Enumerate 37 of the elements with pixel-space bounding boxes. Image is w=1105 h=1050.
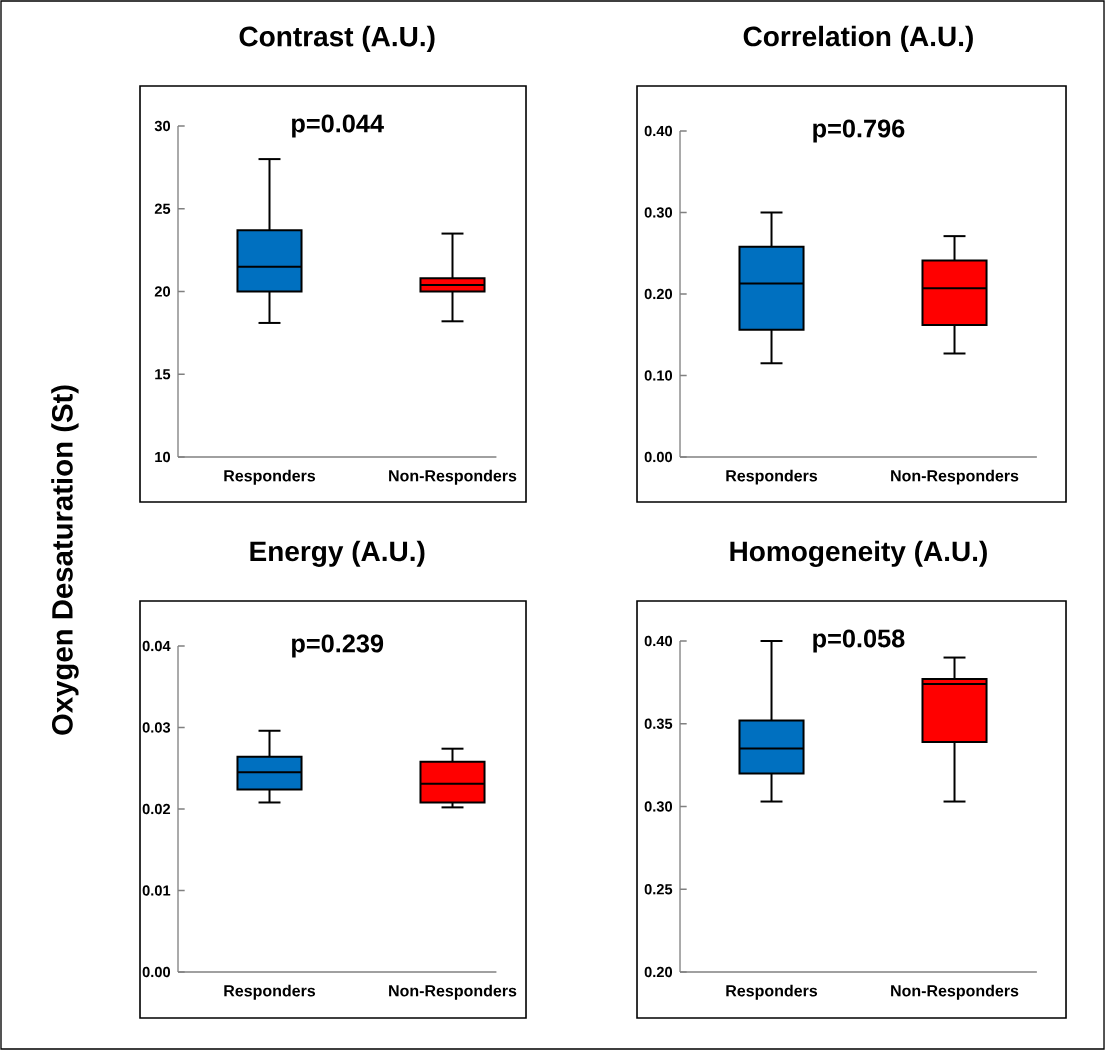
- y-tick-label: 0.20: [644, 288, 673, 300]
- y-axis-title: Oxygen Desaturation (St): [51, 385, 79, 735]
- y-tick-label: 30: [154, 120, 171, 132]
- y-tick-label: 0.00: [644, 451, 673, 463]
- y-tick-label: 15: [155, 369, 171, 380]
- chart-title: Contrast (A.U.): [239, 25, 435, 52]
- x-tick-label: Non-Responders: [389, 469, 517, 485]
- y-tick-label: 0.01: [142, 885, 171, 896]
- x-tick-label: Responders: [726, 984, 818, 1000]
- y-tick-label: 0.30: [644, 801, 673, 812]
- x-tick-label: Non-Responders: [891, 469, 1019, 485]
- x-tick-label: Non-Responders: [389, 984, 517, 1000]
- y-tick-label: 0.04: [142, 640, 171, 652]
- x-tick-label: Responders: [726, 469, 818, 485]
- y-tick-label: 0.10: [644, 370, 673, 381]
- y-tick-label: 0.02: [142, 803, 171, 815]
- y-tick-label: 0.35: [644, 718, 673, 729]
- y-tick-label: 0.40: [644, 125, 673, 137]
- y-tick-label: 0.20: [644, 966, 673, 978]
- y-tick-label: 25: [154, 203, 171, 214]
- x-tick-label: Responders: [224, 469, 316, 485]
- annotation: p=0.058: [813, 629, 905, 653]
- y-tick-label: 10: [155, 451, 171, 463]
- annotation: p=0.239: [292, 634, 384, 658]
- y-tick-label: 0.30: [644, 207, 673, 218]
- y-tick-label: 20: [154, 286, 171, 297]
- y-tick-label: 0.00: [142, 966, 171, 978]
- y-tick-label: 0.25: [644, 884, 673, 895]
- x-tick-label: Responders: [224, 984, 316, 1000]
- chart-title: Correlation (A.U.): [743, 25, 973, 52]
- x-tick-label: Non-Responders: [891, 984, 1019, 1000]
- annotation: p=0.796: [813, 119, 905, 143]
- annotation: p=0.044: [292, 114, 384, 138]
- chart-title: Energy (A.U.): [250, 540, 425, 567]
- chart-title: Homogeneity (A.U.): [730, 540, 987, 567]
- y-tick-label: 0.40: [644, 635, 673, 647]
- y-tick-label: 0.03: [142, 722, 171, 733]
